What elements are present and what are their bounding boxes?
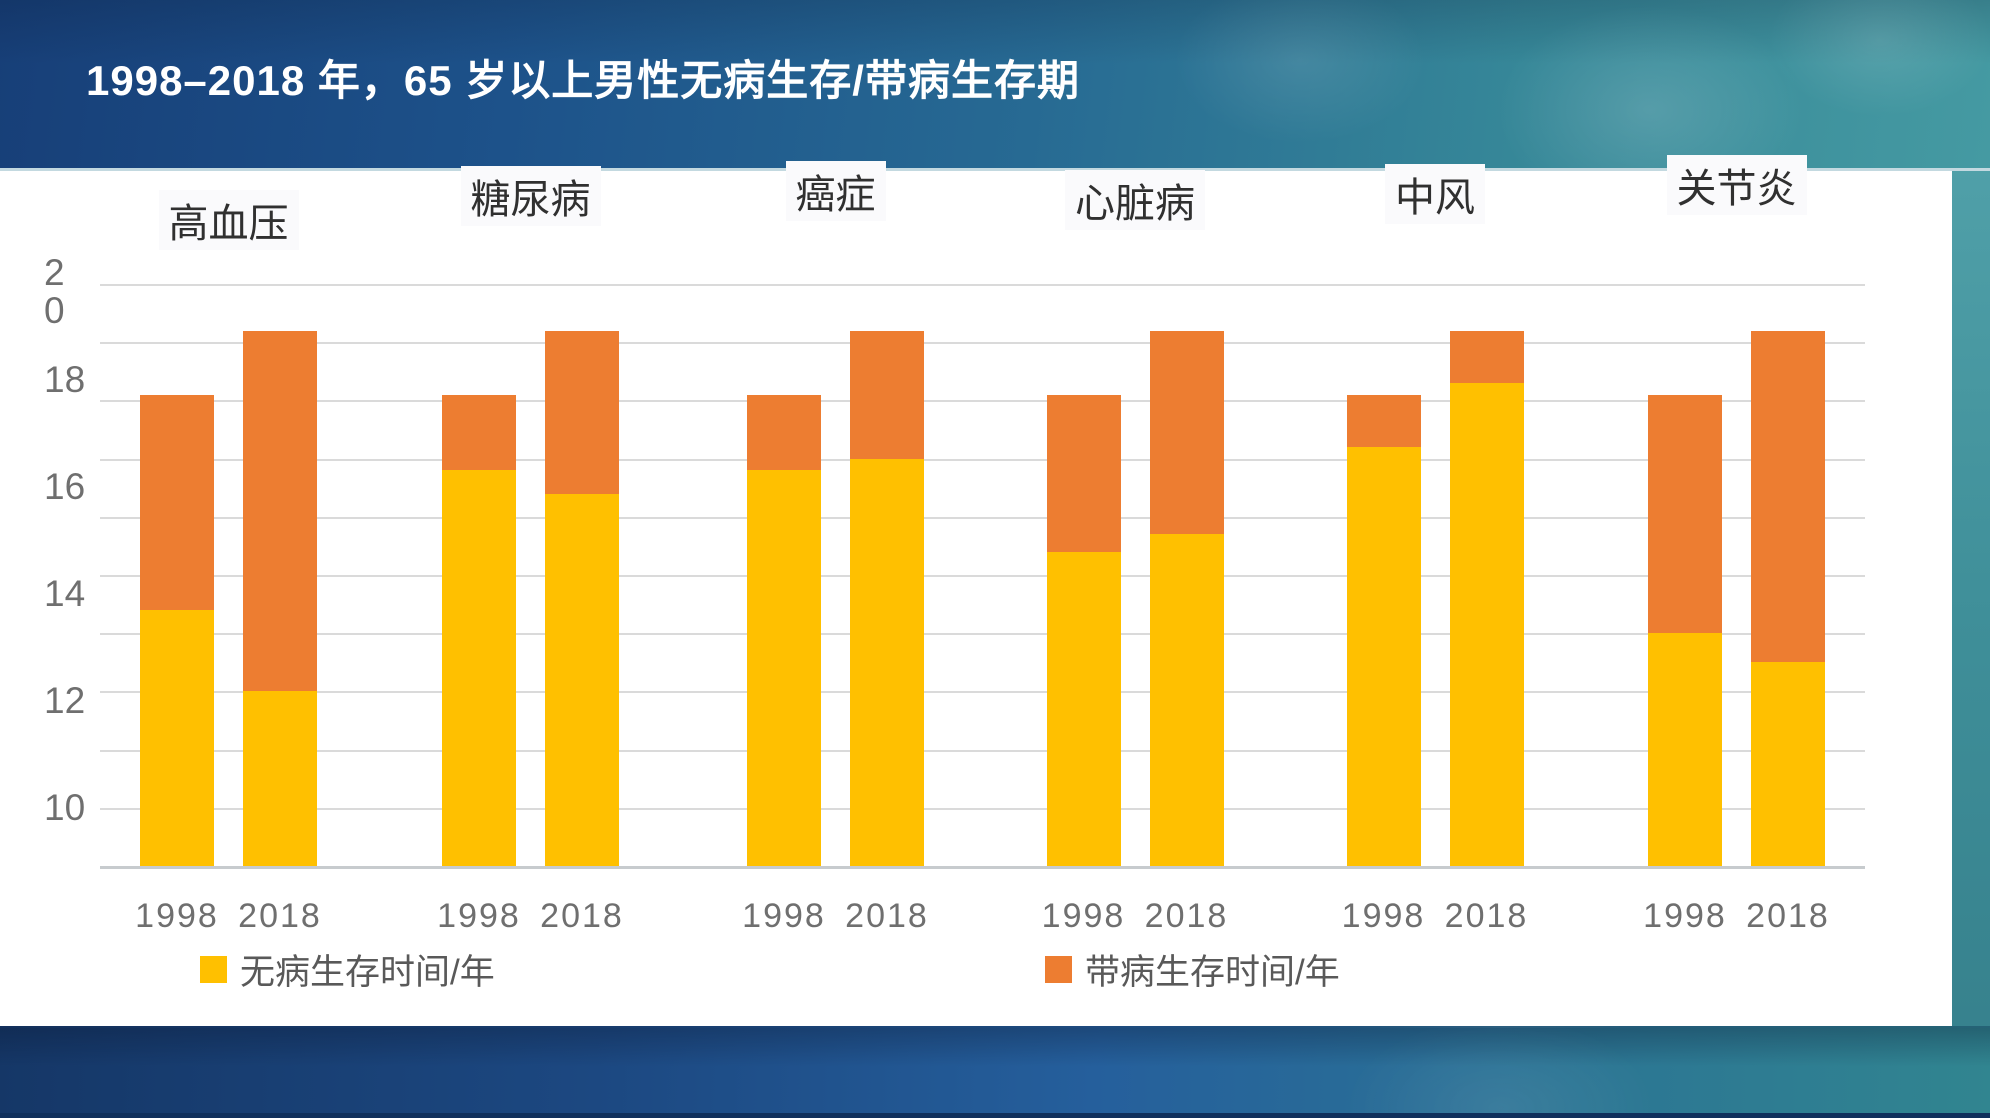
x-axis-label-cancer-2018: 2018: [845, 897, 929, 935]
y-axis-label: 10: [44, 787, 86, 828]
gridline: [100, 400, 1865, 403]
bar-hypertension-2018-with-disease: [243, 330, 317, 692]
bar-heart-disease-2018-disease-free: [1149, 534, 1224, 866]
legend-item: 带病生存时间/年: [1045, 948, 1340, 992]
bar-stroke-2018-disease-free: [1449, 382, 1524, 866]
bar-arthritis-2018-disease-free: [1751, 662, 1825, 866]
x-axis-label-arthritis-2018: 2018: [1746, 897, 1830, 935]
x-axis-label-heart-disease-1998: 1998: [1041, 897, 1126, 935]
y-axis-label: 16: [44, 466, 86, 507]
gridline: [100, 458, 1865, 461]
y-axis-label: 12: [44, 680, 86, 721]
x-axis-label-diabetes-2018: 2018: [540, 897, 624, 935]
plot-area: [100, 284, 1865, 869]
gridline: [100, 691, 1865, 694]
gridline: [100, 749, 1865, 752]
bar-hypertension-1998-disease-free: [140, 609, 214, 866]
gridline: [100, 284, 1865, 286]
y-axis-label: 14: [44, 573, 86, 614]
header-band: 1998–2018 年，65 岁以上男性无病生存/带病生存期: [0, 0, 1990, 171]
bar-arthritis-1998-with-disease: [1648, 394, 1722, 634]
disease-title-arthritis: 关节炎: [1666, 155, 1807, 215]
x-axis-label-stroke-1998: 1998: [1341, 897, 1426, 935]
legend-item: 无病生存时间/年: [200, 948, 495, 992]
x-axis-label-cancer-1998: 1998: [742, 897, 826, 935]
y-axis-label: 18: [44, 359, 86, 400]
bar-arthritis-1998-disease-free: [1648, 633, 1722, 866]
disease-title-hypertension: 高血压: [158, 190, 299, 250]
page-title: 1998–2018 年，65 岁以上男性无病生存/带病生存期: [86, 57, 1080, 104]
bar-hypertension-2018-disease-free: [243, 691, 317, 866]
legend-label: 带病生存时间/年: [1085, 952, 1340, 992]
bar-heart-disease-1998-disease-free: [1046, 551, 1121, 866]
gridline: [100, 807, 1865, 810]
bar-cancer-2018-with-disease: [850, 330, 924, 459]
bar-arthritis-2018-with-disease: [1751, 330, 1825, 663]
bottom-band: [0, 1026, 1990, 1118]
bar-diabetes-2018-with-disease: [545, 330, 619, 494]
legend-swatch-icon: [200, 955, 227, 983]
disease-title-cancer: 癌症: [785, 161, 886, 221]
x-axis-label-diabetes-1998: 1998: [437, 897, 521, 935]
x-axis-label-stroke-2018: 2018: [1444, 897, 1529, 935]
x-axis-label-hypertension-1998: 1998: [135, 897, 219, 935]
bar-stroke-1998-with-disease: [1346, 394, 1421, 447]
bar-diabetes-1998-with-disease: [442, 394, 516, 471]
bar-diabetes-2018-disease-free: [545, 493, 619, 866]
x-axis-label-hypertension-2018: 2018: [238, 897, 322, 935]
x-axis-label-arthritis-1998: 1998: [1643, 897, 1727, 935]
gridline: [100, 633, 1865, 636]
legend-label: 无病生存时间/年: [240, 952, 495, 992]
gridline: [100, 342, 1865, 345]
x-axis-baseline: [100, 866, 1865, 869]
gridline: [100, 575, 1865, 577]
bar-diabetes-1998-disease-free: [442, 470, 516, 866]
disease-title-diabetes: 糖尿病: [460, 166, 601, 226]
legend-swatch-icon: [1045, 955, 1072, 983]
bar-cancer-1998-disease-free: [747, 470, 821, 866]
bar-cancer-2018-disease-free: [850, 458, 924, 866]
disease-title-stroke: 中风: [1385, 164, 1485, 224]
x-axis-label-heart-disease-2018: 2018: [1144, 897, 1229, 935]
y-axis-label: 2 0: [44, 252, 65, 331]
bar-heart-disease-1998-with-disease: [1046, 394, 1121, 552]
bar-hypertension-1998-with-disease: [140, 394, 214, 610]
bar-cancer-1998-with-disease: [747, 394, 821, 471]
content-panel: [0, 171, 1952, 1026]
disease-title-heart-disease: 心脏病: [1065, 170, 1205, 230]
bar-heart-disease-2018-with-disease: [1149, 330, 1224, 535]
bar-stroke-1998-disease-free: [1346, 446, 1421, 866]
gridline: [100, 516, 1865, 519]
bar-stroke-2018-with-disease: [1449, 330, 1524, 383]
